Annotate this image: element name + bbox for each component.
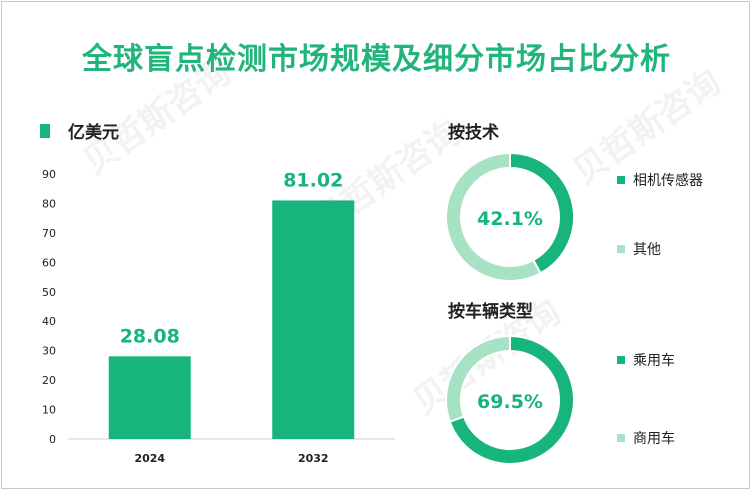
pie1-legend-label-2: 其他 — [633, 242, 661, 258]
pie2-slice-1 — [448, 334, 575, 465]
y-tick-label: 90 — [42, 168, 56, 181]
y-tick-label: 60 — [42, 256, 56, 269]
y-tick-label: 80 — [42, 197, 56, 210]
pie2-legend-item-2: 商用车 — [617, 428, 675, 448]
pie1-legend-item-1: 相机传感器 — [617, 170, 703, 190]
y-tick-label: 10 — [42, 404, 56, 417]
pie1-slice-2 — [445, 151, 542, 282]
pie2-legend-label-1: 乘用车 — [633, 353, 675, 369]
pie1-title: 按技术 — [448, 123, 499, 143]
pie2-slice-2 — [445, 334, 511, 423]
bar-legend-label: 亿美元 — [68, 123, 119, 143]
y-tick-label: 20 — [42, 374, 56, 387]
x-tick-label: 2024 — [134, 452, 165, 465]
pie2-legend-label-2: 商用车 — [633, 431, 675, 447]
pie2-legend-swatch-2 — [617, 434, 625, 442]
pie1-legend-item-2: 其他 — [617, 239, 661, 259]
y-tick-label: 50 — [42, 286, 56, 299]
y-tick-label: 0 — [49, 433, 56, 446]
pie1-center-label: 42.1% — [477, 208, 543, 230]
bar-legend-swatch — [40, 123, 50, 138]
pie2-center-label: 69.5% — [477, 391, 543, 413]
bar-2024 — [108, 356, 191, 439]
pie1-legend-swatch-2 — [617, 245, 625, 253]
bar-2032 — [272, 200, 355, 439]
bar-value-label: 81.02 — [283, 169, 343, 191]
pie1-legend-label-1: 相机传感器 — [633, 173, 703, 189]
bar-legend: 亿美元 — [40, 118, 119, 143]
pie1-legend-swatch-1 — [617, 176, 625, 184]
pie2-legend-item-1: 乘用车 — [617, 350, 675, 370]
y-tick-label: 70 — [42, 227, 56, 240]
bar-value-label: 28.08 — [120, 325, 180, 347]
pie2-title: 按车辆类型 — [448, 302, 533, 322]
pie2-legend-swatch-1 — [617, 356, 625, 364]
x-tick-label: 2032 — [298, 452, 329, 465]
chart-title: 全球盲点检测市场规模及细分市场占比分析 — [82, 42, 671, 77]
y-tick-label: 30 — [42, 345, 56, 358]
y-tick-label: 40 — [42, 315, 56, 328]
